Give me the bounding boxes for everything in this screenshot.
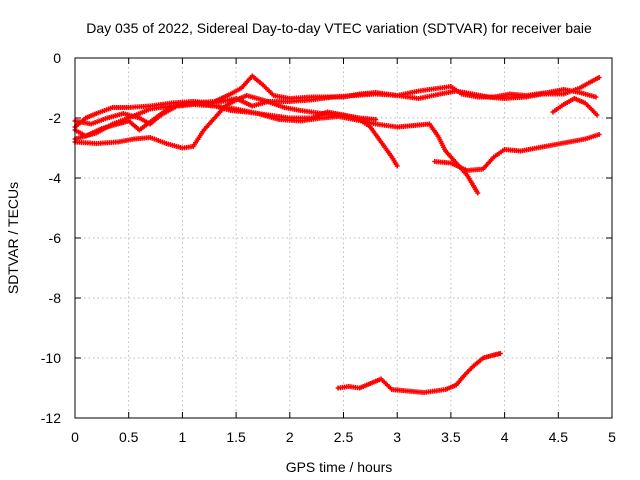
y-tick-label: -8 — [49, 290, 62, 306]
data-point — [596, 75, 602, 80]
data-point — [593, 94, 599, 100]
y-tick-label: 0 — [53, 50, 61, 66]
data-point — [373, 117, 379, 122]
x-tick-label: 0 — [71, 429, 79, 445]
x-axis-title: GPS time / hours — [286, 459, 393, 475]
series-arc-h — [335, 351, 503, 395]
axis-ticks: 0 0.5 1 1.5 2 2.5 3 3.5 4 4.5 5 0 -2 -4 -6 -8 -10 -12 — [41, 50, 616, 445]
series-arc-f — [72, 100, 379, 139]
chart-title: Day 035 of 2022, Sidereal Day-to-day VTE… — [86, 20, 592, 36]
y-tick-label: -4 — [49, 170, 62, 186]
x-tick-label: 2 — [286, 429, 294, 445]
series-arc-g — [550, 96, 600, 118]
data-point — [596, 132, 602, 137]
series-arc-b — [72, 73, 602, 142]
x-tick-label: 1 — [179, 429, 187, 445]
x-tick-label: 4.5 — [549, 429, 569, 445]
y-tick-label: -6 — [49, 230, 62, 246]
data-marks — [72, 73, 602, 395]
data-point — [497, 351, 503, 356]
y-tick-label: -10 — [41, 350, 61, 366]
x-tick-label: 4 — [501, 429, 509, 445]
data-point — [394, 163, 400, 169]
y-tick-label: -12 — [41, 410, 61, 426]
x-tick-label: 0.5 — [119, 429, 139, 445]
x-tick-label: 1.5 — [226, 429, 246, 445]
series-arc-e — [432, 132, 602, 173]
y-axis-title: SDTVAR / TECUs — [5, 182, 21, 294]
x-tick-label: 3 — [393, 429, 401, 445]
x-tick-label: 5 — [608, 429, 616, 445]
y-tick-label: -2 — [49, 110, 62, 126]
x-tick-label: 2.5 — [334, 429, 354, 445]
data-point — [475, 190, 481, 196]
grid-lines — [75, 58, 612, 418]
data-point — [594, 112, 600, 118]
x-tick-label: 3.5 — [441, 429, 461, 445]
